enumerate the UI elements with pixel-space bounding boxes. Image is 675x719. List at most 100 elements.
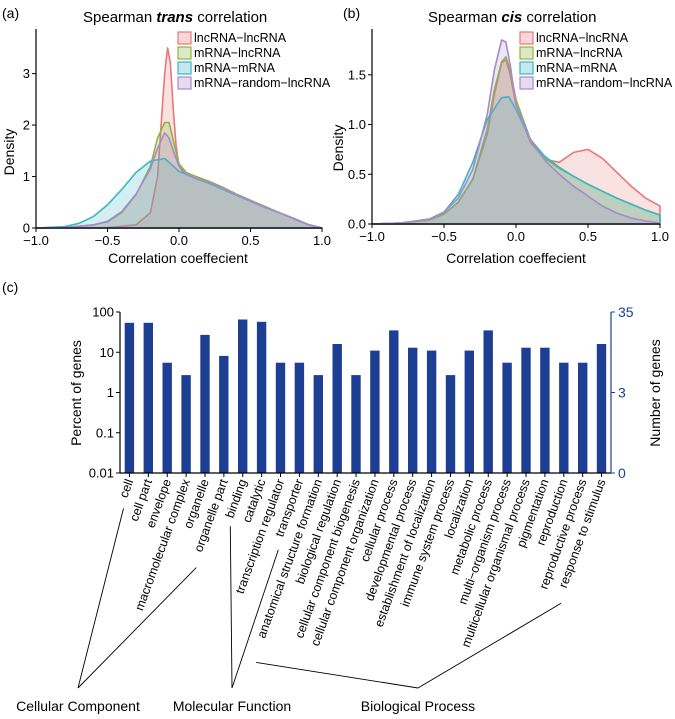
- y-tick-label: 0.0: [348, 217, 366, 232]
- bar-reproduction: [559, 362, 569, 473]
- legend-label: mRNA−random−lncRNA: [194, 76, 331, 90]
- x-tick-label: 1.0: [651, 229, 669, 244]
- panel-label-a: (a): [2, 5, 19, 21]
- y-tick-label: 100: [92, 305, 114, 320]
- y2-tick-label: 3: [618, 385, 626, 401]
- bar-reproductive-process: [578, 362, 588, 473]
- bar-establishment-of-localization: [426, 350, 437, 473]
- legend-label: lncRNA−lncRNA: [536, 31, 629, 45]
- bar-cell-part: [143, 322, 153, 473]
- y2-axis-label: Number of genes: [647, 339, 663, 446]
- legend-swatch-lncrna-lncrna: [177, 31, 192, 45]
- panel-label-c: (c): [2, 279, 18, 295]
- y-axis-label: Density: [1, 129, 17, 176]
- legend-label: mRNA−random−lncRNA: [536, 76, 673, 90]
- legend-swatch-mrna-random-lncrna: [177, 76, 192, 90]
- x-tick-label: 0.0: [170, 233, 188, 248]
- density-curve-mrna-random-lncrna: [35, 132, 323, 229]
- x-tick-label: −1.0: [359, 229, 385, 244]
- y-tick-label: 0.01: [89, 466, 114, 481]
- bar-cellular-component-organization: [370, 350, 380, 473]
- group-bracket-line: [229, 526, 233, 689]
- bar-immune-system-process: [445, 375, 456, 473]
- y-tick-label: 1.5: [348, 67, 366, 82]
- density-areas: [371, 39, 661, 225]
- y-axis-label: Percent of genes: [68, 340, 84, 446]
- group-bracket-line: [256, 661, 419, 689]
- density-curve-mrna-mrna: [371, 95, 661, 225]
- x-tick-label: 0.0: [507, 229, 525, 244]
- bar-organelle: [200, 334, 210, 473]
- legend-label: lncRNA−lncRNA: [194, 31, 287, 45]
- y-tick-label: 0: [23, 221, 30, 236]
- density-areas: [35, 47, 323, 229]
- legend-label: mRNA−lncRNA: [194, 46, 281, 60]
- legend-swatch-mrna-mrna: [177, 61, 192, 75]
- y-axis-label: Density: [330, 125, 346, 172]
- x-tick-label: 1.0: [313, 233, 331, 248]
- bar-catalytic: [256, 321, 267, 473]
- bar-developmental-process: [408, 347, 418, 473]
- bar-cell: [124, 322, 135, 473]
- group-bracket-line: [231, 549, 279, 689]
- legend-label: mRNA−mRNA: [536, 61, 618, 75]
- category-groups: Cellular Component Molecular Function Biol…: [16, 508, 562, 714]
- bars: [124, 319, 607, 473]
- category-label-cell: cell: [117, 477, 137, 499]
- bar-transcription-regulator: [275, 362, 286, 473]
- legend-swatch-lncrna-lncrna: [519, 31, 534, 45]
- y-tick-label: 1: [107, 385, 114, 400]
- chart-title: Spearman cis correlation: [428, 9, 596, 26]
- bar-metabolic-process: [483, 330, 493, 473]
- bar-cellular-component-biogenesis: [351, 375, 361, 473]
- bar-biological-regulation: [332, 344, 342, 473]
- legend-label: mRNA−mRNA: [194, 61, 276, 75]
- cis-density-chart: Spearman cis correlation −1.0 −0.5 0.0 0.5 1…: [330, 9, 673, 266]
- bar-transporter: [294, 362, 305, 473]
- y-tick-label: 1.0: [348, 117, 366, 132]
- panel-label-b: (b): [343, 5, 360, 21]
- group-label-biological-process: Biological Process: [361, 698, 475, 714]
- x-tick-label: 0.5: [579, 229, 597, 244]
- bar-response-to-stimulus: [596, 344, 607, 473]
- bar-cellular-process: [389, 330, 399, 473]
- y-tick-label: 3: [23, 66, 30, 81]
- y-tick-label: 1: [23, 169, 30, 184]
- group-bracket-line: [77, 567, 197, 689]
- legend-label: mRNA−lncRNA: [536, 46, 623, 60]
- y2-tick-label: 0: [618, 465, 626, 481]
- y-tick-label: 10: [100, 345, 114, 360]
- x-axis-label: Correlation coeffecient: [446, 250, 586, 266]
- x-tick-label: −0.5: [95, 233, 121, 248]
- bar-anatomical-structure-formation: [313, 375, 323, 473]
- bar-envelope: [162, 362, 172, 473]
- chart-axes: −1.0 −0.5 0.0 0.5 1.0 0.0 0.5 1.0 1.5: [348, 29, 669, 244]
- group-bracket-line: [417, 602, 562, 689]
- bar-localization: [464, 350, 474, 473]
- chart-axes: 0.01 0.1 1 10 100 0 3 35: [89, 304, 634, 481]
- x-tick-label: −1.0: [23, 233, 49, 248]
- bar-organelle-part: [219, 355, 229, 473]
- trans-density-chart: Spearman trans correlation −1.0 −0.5 0.0 0.…: [1, 9, 331, 266]
- legend-swatch-mrna-lncrna: [519, 46, 534, 60]
- y-tick-label: 0.1: [96, 425, 114, 440]
- bar-pigmentation: [540, 347, 550, 473]
- group-label-cellular-component: Cellular Component: [16, 698, 140, 714]
- chart-axes: −1.0 −0.5 0.0 0.5 1.0 0 1 2 3: [23, 29, 331, 248]
- bar-multi-organism-process: [502, 362, 512, 473]
- legend-swatch-mrna-lncrna: [177, 46, 192, 60]
- bar-multicellular-organismal-process: [521, 347, 531, 473]
- x-tick-label: 0.5: [241, 233, 259, 248]
- bar-binding: [238, 319, 248, 473]
- bar-macromolecular-complex: [181, 375, 191, 473]
- group-bracket-line: [77, 508, 124, 689]
- density-curve-mrna-random-lncrna: [371, 39, 661, 225]
- legend-swatch-mrna-random-lncrna: [519, 76, 534, 90]
- y-tick-label: 0.5: [348, 167, 366, 182]
- y2-tick-label: 35: [618, 304, 634, 320]
- y-tick-label: 2: [23, 118, 30, 133]
- legend-swatch-mrna-mrna: [519, 61, 534, 75]
